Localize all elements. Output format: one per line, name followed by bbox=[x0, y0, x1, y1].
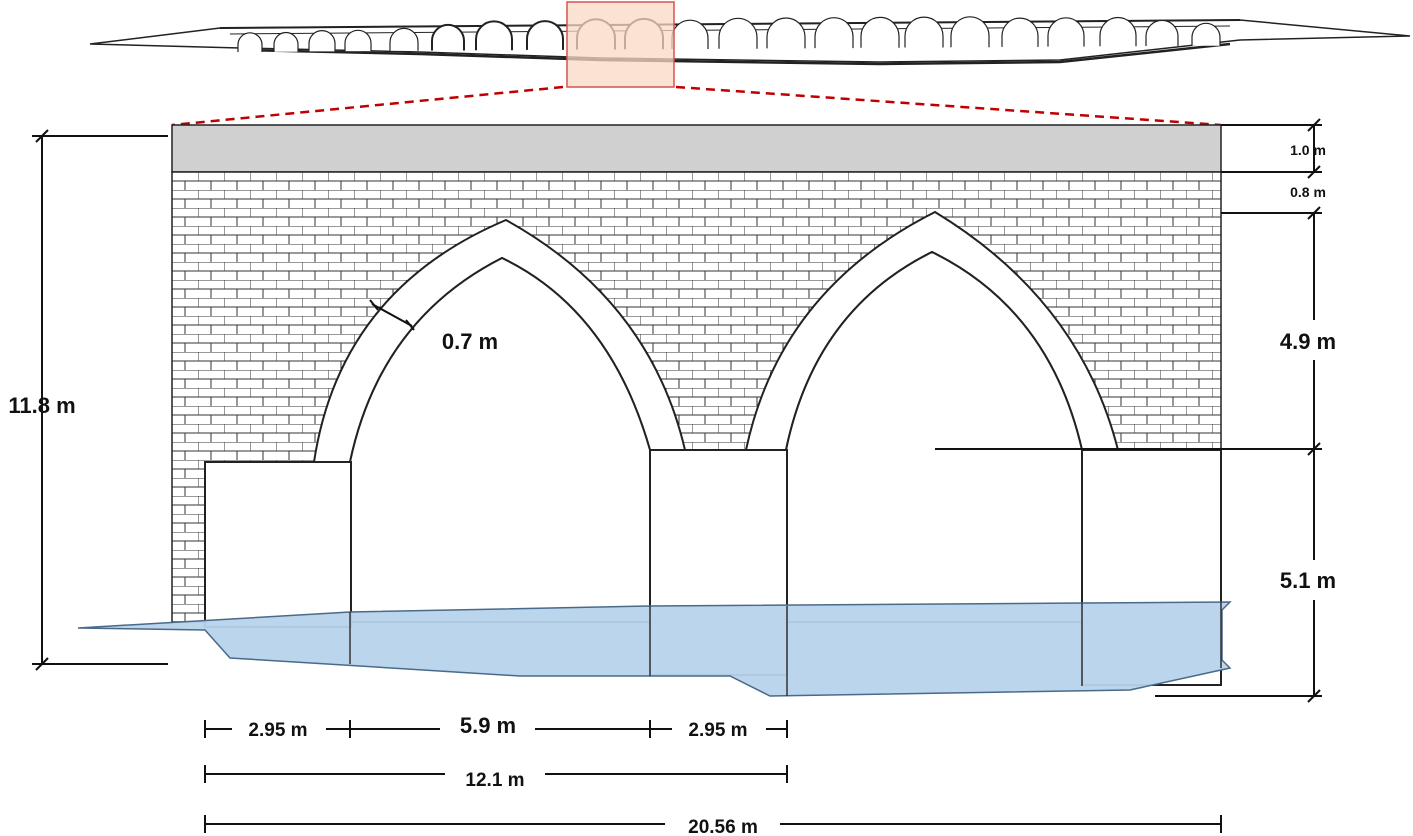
pier-left bbox=[204, 461, 352, 628]
overview-arch bbox=[237, 32, 263, 52]
label-total-length: 20.56 m bbox=[688, 817, 758, 836]
detail-elevation bbox=[77, 124, 1232, 697]
overview-arch bbox=[904, 16, 944, 48]
overview-arch bbox=[1047, 17, 1085, 47]
overview-arch bbox=[475, 20, 513, 51]
overview-arch bbox=[344, 29, 372, 52]
arch-1 bbox=[312, 218, 687, 623]
overview-arch bbox=[1099, 16, 1137, 47]
overview-arch bbox=[389, 27, 419, 51]
overview-arch bbox=[814, 17, 854, 49]
label-arch-span: 5.9 m bbox=[460, 713, 516, 738]
overview-arch bbox=[1145, 19, 1179, 46]
label-bay-length: 12.1 m bbox=[465, 770, 524, 791]
label-spandrel: 0.8 m bbox=[1290, 184, 1326, 200]
label-deck-thickness: 1.0 m bbox=[1290, 142, 1326, 158]
leader-line-left bbox=[171, 85, 564, 127]
overview-arch bbox=[671, 19, 709, 49]
overview-arch bbox=[860, 16, 900, 48]
label-pier-left: 2.95 m bbox=[248, 720, 307, 741]
river-water bbox=[77, 601, 1232, 697]
label-pier-right: 2.95 m bbox=[688, 720, 747, 741]
overview-arch bbox=[431, 23, 465, 51]
highlight-box bbox=[566, 1, 675, 88]
label-arch-rise: 4.9 m bbox=[1280, 329, 1336, 354]
leader-line-right bbox=[675, 85, 1222, 127]
overview-arch bbox=[308, 30, 336, 52]
overview-arch bbox=[526, 20, 564, 50]
overview-arch bbox=[273, 31, 299, 52]
arch-2 bbox=[744, 210, 1120, 623]
label-pier-height: 5.1 m bbox=[1280, 568, 1336, 593]
dimension-labels: 11.8 m 1.0 m 0.8 m 4.9 m 5.1 m 0.7 m 2.9… bbox=[8, 142, 1336, 836]
label-total-height: 11.8 m bbox=[8, 393, 75, 418]
overview-arch bbox=[1001, 17, 1039, 47]
overview-arch bbox=[766, 17, 806, 49]
overview-arch bbox=[950, 16, 990, 48]
overview-arch bbox=[718, 17, 758, 49]
deck-slab bbox=[171, 124, 1222, 173]
overview-arch bbox=[1191, 22, 1221, 46]
dimension-lines bbox=[32, 118, 1322, 833]
bridge-overview bbox=[89, 1, 1411, 127]
label-arch-ring: 0.7 m bbox=[442, 329, 498, 354]
